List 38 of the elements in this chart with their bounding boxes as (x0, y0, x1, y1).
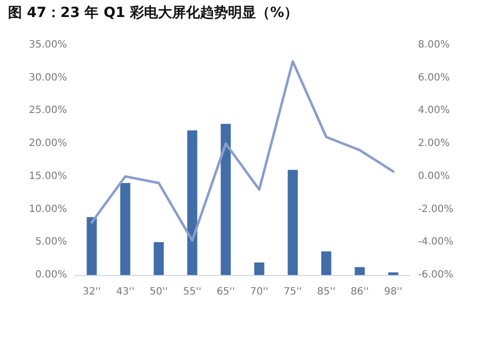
bar (86, 217, 97, 275)
x-tick-label: 70'' (250, 286, 268, 298)
x-tick-label: 98'' (384, 286, 402, 298)
y2-tick-label: -2.00% (418, 204, 454, 215)
bar (388, 272, 398, 275)
x-tick-label: 43'' (116, 286, 134, 298)
x-tick-label: 86'' (350, 286, 369, 298)
line-series (90, 60, 394, 242)
y2-tick-label: 6.00% (418, 72, 450, 84)
y-tick-label: 15.00% (28, 170, 67, 182)
y2-tick-label: 0.00% (418, 170, 450, 182)
y-tick-label: 5.00% (35, 236, 67, 248)
y2-tick-label: 2.00% (418, 138, 450, 150)
x-tick-label: 65'' (216, 286, 235, 298)
x-tick-label: 50'' (150, 286, 168, 298)
bar (120, 183, 130, 275)
x-tick-label: 85'' (317, 286, 336, 298)
bar (154, 242, 164, 275)
bar (220, 124, 231, 275)
x-tick-label: 75'' (284, 286, 302, 298)
y-tick-label: 35.00% (28, 40, 67, 50)
bar (321, 251, 332, 275)
y-tick-label: 0.00% (35, 270, 67, 280)
x-tick-label: 55'' (183, 286, 202, 298)
y-tick-label: 20.00% (28, 138, 67, 150)
chart-title: 图 47：23 年 Q1 彩电大屏化趋势明显（%） (8, 4, 298, 22)
bar (354, 267, 365, 275)
bar (254, 262, 264, 275)
bar (187, 130, 198, 275)
y-tick-label: 30.00% (28, 72, 67, 84)
y2-tick-label: -6.00% (418, 270, 454, 280)
y2-tick-label: 4.00% (418, 105, 450, 116)
bar (288, 170, 298, 275)
y-tick-label: 25.00% (28, 105, 67, 116)
y2-tick-label: -4.00% (418, 236, 454, 248)
y2-tick-label: 8.00% (418, 40, 450, 50)
y-tick-label: 10.00% (28, 204, 67, 215)
x-tick-label: 32'' (82, 286, 101, 298)
